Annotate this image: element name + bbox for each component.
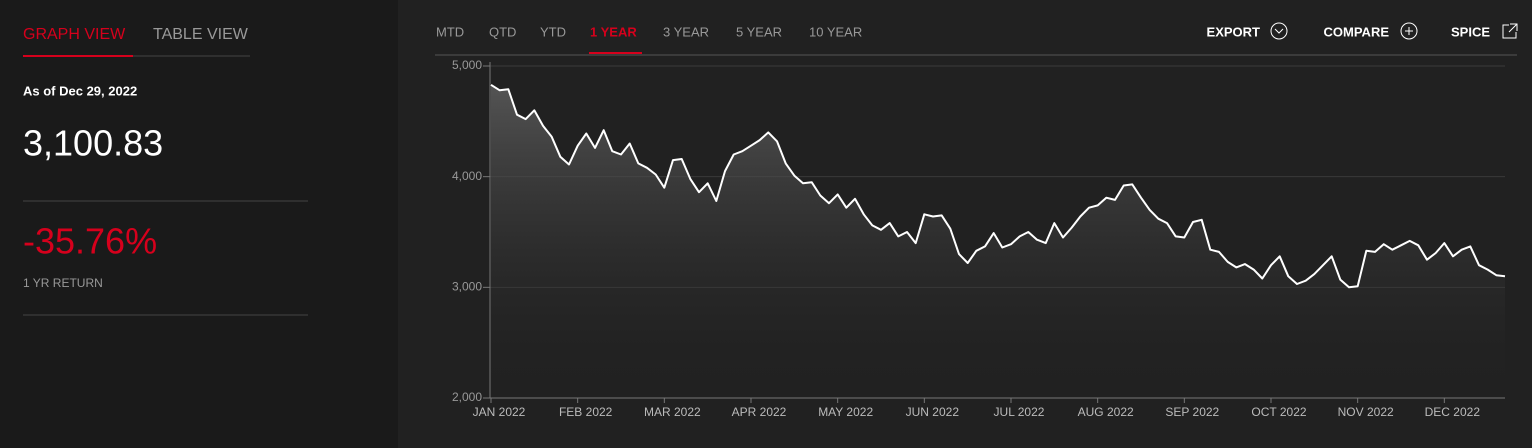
y-tick-label: 2,000: [452, 390, 482, 404]
range-button[interactable]: 5 YEAR: [736, 24, 782, 39]
range-button[interactable]: YTD: [540, 24, 566, 39]
export-button[interactable]: EXPORT: [1207, 24, 1261, 39]
as-of-date: As of Dec 29, 2022: [23, 83, 137, 98]
line: [490, 83, 1506, 289]
x-tick-label: MAR 2022: [644, 405, 701, 419]
x-tick-label: SEP 2022: [1165, 405, 1219, 419]
spice-link[interactable]: SPICE: [1451, 24, 1490, 39]
range-selector: MTD QTD YTD 1 YEAR 3 YEAR 5 YEAR 10 YEAR: [436, 24, 862, 39]
return-value: -35.76%: [23, 221, 157, 262]
y-tick-label: 5,000: [452, 58, 482, 72]
external-link-icon[interactable]: [1502, 23, 1518, 39]
compare-icon-plus: [1405, 27, 1413, 35]
x-tick-label: JAN 2022: [473, 405, 526, 419]
y-tick-label: 3,000: [452, 280, 482, 294]
compare-icon[interactable]: [1400, 22, 1418, 40]
export-icon-chevron: [1274, 28, 1284, 34]
x-tick-label: OCT 2022: [1251, 405, 1306, 419]
side-panel: [0, 0, 398, 448]
graph-view-tab[interactable]: GRAPH VIEW: [23, 26, 126, 43]
x-tick-label: DEC 2022: [1425, 405, 1481, 419]
table-view-tab[interactable]: TABLE VIEW: [153, 26, 249, 43]
range-button[interactable]: 1 YEAR: [590, 24, 637, 39]
x-tick-label: MAY 2022: [818, 405, 873, 419]
range-button[interactable]: QTD: [489, 24, 516, 39]
x-tick-label: FEB 2022: [559, 405, 613, 419]
range-underline: [589, 52, 642, 54]
x-tick-label: AUG 2022: [1078, 405, 1134, 419]
x-tick-label: APR 2022: [732, 405, 787, 419]
y-tick-label: 4,000: [452, 169, 482, 183]
range-button[interactable]: MTD: [436, 24, 464, 39]
range-button[interactable]: 10 YEAR: [809, 24, 862, 39]
x-tick-label: JUN 2022: [906, 405, 960, 419]
x-tick-label: NOV 2022: [1338, 405, 1394, 419]
range-button[interactable]: 3 YEAR: [663, 24, 709, 39]
return-label: 1 YR RETURN: [23, 276, 103, 290]
x-tick-label: JUL 2022: [994, 405, 1045, 419]
plot: 2,000 3,000 4,000 5,000 JAN 2022 FEB 2022 MAR …: [452, 58, 1506, 419]
tab-underline: [23, 55, 133, 57]
index-level: 3,100.83: [23, 123, 163, 164]
export-icon[interactable]: [1270, 22, 1288, 40]
compare-button[interactable]: COMPARE: [1324, 24, 1390, 39]
